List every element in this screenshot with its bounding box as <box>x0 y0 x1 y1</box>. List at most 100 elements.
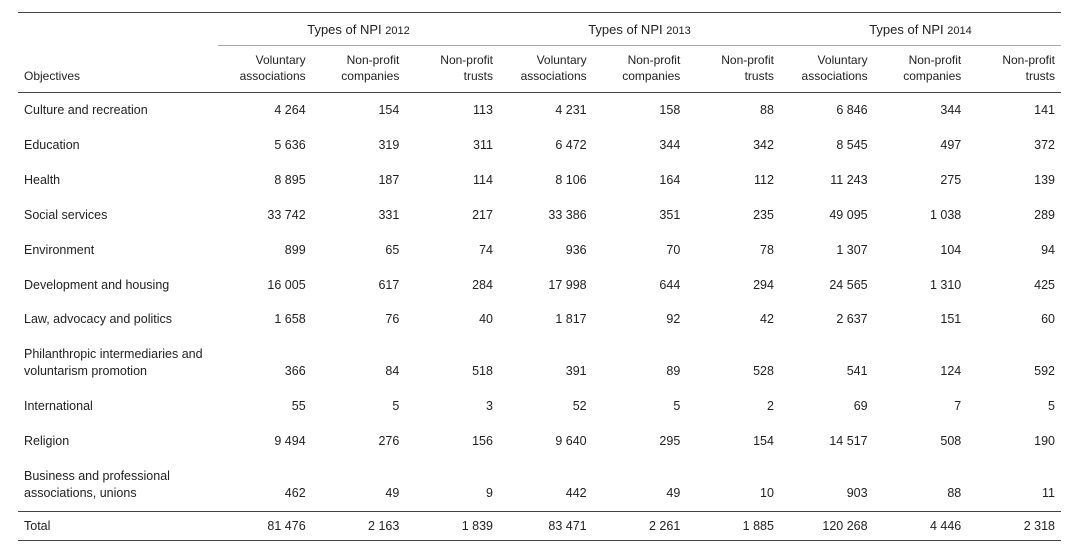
cell-value: 462 <box>218 459 312 511</box>
row-label: Culture and recreation <box>18 93 218 128</box>
cell-value: 644 <box>593 268 687 303</box>
cell-value: 899 <box>218 233 312 268</box>
cell-value: 88 <box>686 93 780 128</box>
col-nonprofit-tr-2013: Non-profittrusts <box>686 45 780 92</box>
cell-value: 151 <box>874 302 968 337</box>
cell-value: 9 <box>405 459 499 511</box>
row-label: Philanthropic intermediaries and volunta… <box>18 337 218 389</box>
table-row: Religion9 4942761569 64029515414 5175081… <box>18 424 1061 459</box>
subheader-row: Objectives Voluntaryassociations Non-pro… <box>18 45 1061 92</box>
header-blank <box>18 13 218 46</box>
cell-value: 295 <box>593 424 687 459</box>
cell-value: 40 <box>405 302 499 337</box>
table-row: Business and professional associations, … <box>18 459 1061 511</box>
row-label: Development and housing <box>18 268 218 303</box>
cell-value: 8 895 <box>218 163 312 198</box>
table-row: Culture and recreation4 2641541134 23115… <box>18 93 1061 128</box>
col-nonprofit-co-2013: Non-profitcompanies <box>593 45 687 92</box>
cell-value: 69 <box>780 389 874 424</box>
group-prefix: Types of NPI <box>869 22 943 37</box>
col-nonprofit-tr-2014: Non-profittrusts <box>967 45 1061 92</box>
cell-value: 33 386 <box>499 198 593 233</box>
cell-value: 294 <box>686 268 780 303</box>
row-label: Business and professional associations, … <box>18 459 218 511</box>
cell-value: 88 <box>874 459 968 511</box>
cell-value: 9 640 <box>499 424 593 459</box>
total-row: Total81 4762 1631 83983 4712 2611 885120… <box>18 511 1061 541</box>
table-row: Development and housing16 00561728417 99… <box>18 268 1061 303</box>
group-year: 2014 <box>947 25 971 37</box>
table-row: Education5 6363193116 4723443428 5454973… <box>18 128 1061 163</box>
cell-value: 518 <box>405 337 499 389</box>
cell-value: 164 <box>593 163 687 198</box>
table-row: International555352526975 <box>18 389 1061 424</box>
cell-value: 528 <box>686 337 780 389</box>
cell-value: 154 <box>312 93 406 128</box>
objectives-header: Objectives <box>18 45 218 92</box>
total-value: 120 268 <box>780 511 874 541</box>
cell-value: 141 <box>967 93 1061 128</box>
cell-value: 442 <box>499 459 593 511</box>
cell-value: 11 243 <box>780 163 874 198</box>
header-group-2014: Types of NPI 2014 <box>780 13 1061 46</box>
cell-value: 114 <box>405 163 499 198</box>
group-year: 2012 <box>385 25 409 37</box>
cell-value: 1 038 <box>874 198 968 233</box>
cell-value: 425 <box>967 268 1061 303</box>
cell-value: 1 817 <box>499 302 593 337</box>
cell-value: 2 637 <box>780 302 874 337</box>
cell-value: 7 <box>874 389 968 424</box>
row-label: Law, advocacy and politics <box>18 302 218 337</box>
table-row: Law, advocacy and politics1 65876401 817… <box>18 302 1061 337</box>
table-row: Health8 8951871148 10616411211 243275139 <box>18 163 1061 198</box>
col-voluntary-2012: Voluntaryassociations <box>218 45 312 92</box>
cell-value: 275 <box>874 163 968 198</box>
cell-value: 936 <box>499 233 593 268</box>
header-group-2012: Types of NPI 2012 <box>218 13 499 46</box>
cell-value: 190 <box>967 424 1061 459</box>
cell-value: 6 472 <box>499 128 593 163</box>
cell-value: 344 <box>593 128 687 163</box>
row-label: Social services <box>18 198 218 233</box>
cell-value: 5 <box>593 389 687 424</box>
cell-value: 497 <box>874 128 968 163</box>
cell-value: 16 005 <box>218 268 312 303</box>
cell-value: 52 <box>499 389 593 424</box>
cell-value: 289 <box>967 198 1061 233</box>
col-voluntary-2013: Voluntaryassociations <box>499 45 593 92</box>
cell-value: 5 <box>967 389 1061 424</box>
cell-value: 49 <box>312 459 406 511</box>
cell-value: 391 <box>499 337 593 389</box>
cell-value: 49 <box>593 459 687 511</box>
cell-value: 366 <box>218 337 312 389</box>
row-label: Religion <box>18 424 218 459</box>
group-prefix: Types of NPI <box>307 22 381 37</box>
total-value: 2 163 <box>312 511 406 541</box>
cell-value: 94 <box>967 233 1061 268</box>
cell-value: 342 <box>686 128 780 163</box>
cell-value: 508 <box>874 424 968 459</box>
cell-value: 5 636 <box>218 128 312 163</box>
cell-value: 74 <box>405 233 499 268</box>
cell-value: 24 565 <box>780 268 874 303</box>
row-label: Health <box>18 163 218 198</box>
cell-value: 65 <box>312 233 406 268</box>
total-value: 83 471 <box>499 511 593 541</box>
cell-value: 372 <box>967 128 1061 163</box>
header-group-2013: Types of NPI 2013 <box>499 13 780 46</box>
cell-value: 70 <box>593 233 687 268</box>
cell-value: 1 658 <box>218 302 312 337</box>
cell-value: 92 <box>593 302 687 337</box>
cell-value: 5 <box>312 389 406 424</box>
cell-value: 60 <box>967 302 1061 337</box>
row-label: Environment <box>18 233 218 268</box>
row-label: Education <box>18 128 218 163</box>
npi-types-table: Types of NPI 2012 Types of NPI 2013 Type… <box>18 12 1061 541</box>
cell-value: 158 <box>593 93 687 128</box>
table-row: Environment899657493670781 30710494 <box>18 233 1061 268</box>
row-label: International <box>18 389 218 424</box>
cell-value: 331 <box>312 198 406 233</box>
cell-value: 8 106 <box>499 163 593 198</box>
cell-value: 89 <box>593 337 687 389</box>
cell-value: 42 <box>686 302 780 337</box>
